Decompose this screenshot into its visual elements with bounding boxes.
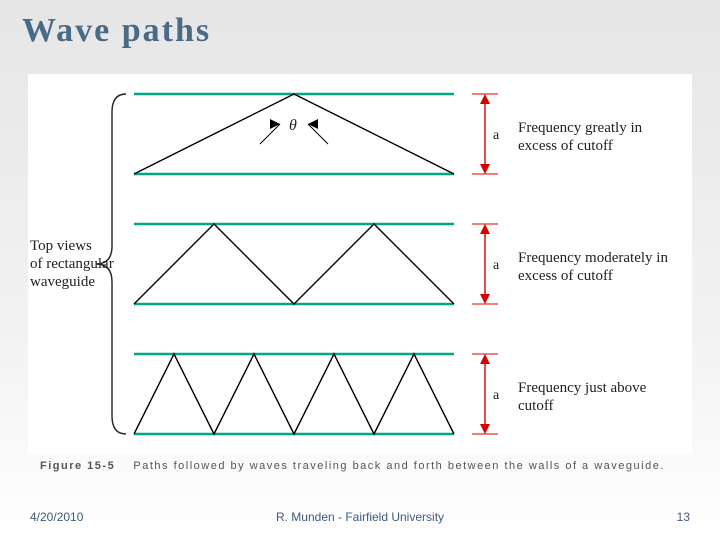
- slide-title: Wave paths: [22, 12, 211, 50]
- footer-author: R. Munden - Fairfield University: [0, 510, 720, 524]
- svg-text:Frequency just above: Frequency just above: [518, 380, 647, 396]
- svg-text:a: a: [493, 258, 500, 273]
- svg-text:of rectangular: of rectangular: [30, 256, 114, 272]
- svg-text:θ: θ: [289, 117, 297, 134]
- svg-text:excess of cutoff: excess of cutoff: [518, 268, 613, 284]
- figure-area: a Frequency greatly in excess of cutoff θ a F…: [28, 74, 692, 454]
- svg-text:Top views: Top views: [30, 238, 92, 254]
- svg-text:Frequency greatly in: Frequency greatly in: [518, 120, 643, 136]
- footer-page-number: 13: [677, 510, 690, 524]
- svg-text:excess of cutoff: excess of cutoff: [518, 138, 613, 154]
- svg-text:waveguide: waveguide: [30, 274, 95, 290]
- svg-text:Frequency moderately in: Frequency moderately in: [518, 250, 668, 266]
- svg-text:a: a: [493, 388, 500, 403]
- figure-label: Figure 15-5: [40, 460, 115, 472]
- svg-text:a: a: [493, 128, 500, 143]
- waveguide-diagram: a Frequency greatly in excess of cutoff θ a F…: [28, 74, 692, 454]
- slide-footer: 4/20/2010 R. Munden - Fairfield Universi…: [0, 510, 720, 530]
- svg-text:cutoff: cutoff: [518, 398, 554, 414]
- figure-caption-text: Paths followed by waves traveling back a…: [133, 460, 664, 472]
- figure-caption: Figure 15-5 Paths followed by waves trav…: [40, 460, 680, 472]
